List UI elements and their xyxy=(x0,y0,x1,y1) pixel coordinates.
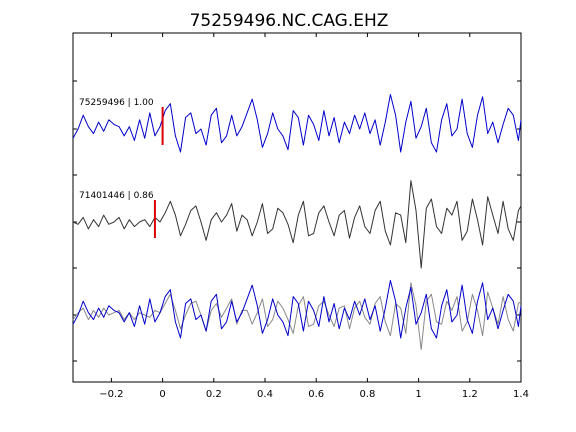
trace-line-1 xyxy=(72,180,522,269)
x-tick-label-2: 0.2 xyxy=(206,389,222,400)
y-axis-ticks xyxy=(73,80,521,362)
x-tick-label-7: 1.2 xyxy=(462,389,478,400)
trace-group: 75259496 | 1.00 71401446 | 0.86 xyxy=(72,94,522,350)
trace-line-0 xyxy=(72,94,522,153)
x-axis: −0.2 0 0.2 0.4 0.6 0.8 1 1.2 1.4 xyxy=(99,33,529,400)
plot-area-frame xyxy=(72,32,522,383)
trace-line-2 xyxy=(72,280,522,339)
chart-title: 75259496.NC.CAG.EHZ xyxy=(190,11,389,31)
trace-label-1: 71401446 | 0.86 xyxy=(79,191,154,201)
x-tick-label-3: 0.4 xyxy=(257,389,273,400)
x-tick-label-4: 0.6 xyxy=(308,389,324,400)
x-tick-label-6: 1 xyxy=(415,389,421,400)
trace-label-0: 75259496 | 1.00 xyxy=(79,98,154,108)
x-tick-label-8: 1.4 xyxy=(513,389,529,400)
x-tick-label-0: −0.2 xyxy=(99,389,123,400)
x-tick-label-5: 0.8 xyxy=(359,389,375,400)
x-tick-label-1: 0 xyxy=(159,389,165,400)
